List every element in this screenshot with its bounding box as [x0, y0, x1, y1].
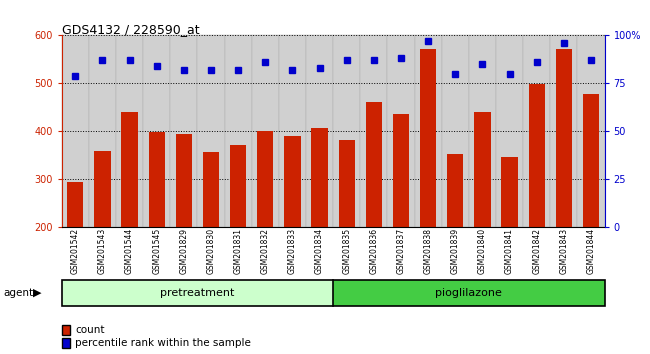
- Bar: [501, 157, 517, 227]
- FancyBboxPatch shape: [306, 35, 333, 227]
- FancyBboxPatch shape: [415, 35, 442, 227]
- Bar: [366, 102, 382, 227]
- Text: ▶: ▶: [33, 288, 42, 298]
- Text: pioglilazone: pioglilazone: [436, 288, 502, 298]
- Bar: [94, 151, 111, 227]
- FancyBboxPatch shape: [89, 35, 116, 227]
- FancyBboxPatch shape: [523, 35, 550, 227]
- FancyBboxPatch shape: [469, 35, 496, 227]
- Bar: [257, 131, 274, 227]
- FancyBboxPatch shape: [550, 35, 577, 227]
- Bar: [311, 128, 328, 227]
- FancyBboxPatch shape: [577, 35, 605, 227]
- Text: percentile rank within the sample: percentile rank within the sample: [75, 338, 252, 348]
- Text: count: count: [75, 325, 105, 335]
- Bar: [67, 182, 83, 227]
- Bar: [284, 136, 300, 227]
- Bar: [528, 84, 545, 227]
- FancyBboxPatch shape: [279, 35, 306, 227]
- Bar: [393, 114, 409, 227]
- Text: agent: agent: [3, 288, 33, 298]
- FancyBboxPatch shape: [252, 35, 279, 227]
- Bar: [474, 112, 491, 227]
- Bar: [230, 145, 246, 227]
- FancyBboxPatch shape: [496, 35, 523, 227]
- Bar: [122, 112, 138, 227]
- Bar: [149, 132, 165, 227]
- FancyBboxPatch shape: [360, 35, 387, 227]
- FancyBboxPatch shape: [442, 35, 469, 227]
- Bar: [203, 153, 219, 227]
- Bar: [556, 49, 572, 227]
- Bar: [420, 49, 436, 227]
- Text: GDS4132 / 228590_at: GDS4132 / 228590_at: [62, 23, 200, 36]
- Bar: [339, 139, 355, 227]
- FancyBboxPatch shape: [198, 35, 225, 227]
- FancyBboxPatch shape: [116, 35, 143, 227]
- FancyBboxPatch shape: [170, 35, 198, 227]
- Bar: [176, 134, 192, 227]
- Bar: [447, 154, 463, 227]
- Text: pretreatment: pretreatment: [161, 288, 235, 298]
- FancyBboxPatch shape: [333, 35, 360, 227]
- FancyBboxPatch shape: [62, 35, 89, 227]
- FancyBboxPatch shape: [143, 35, 170, 227]
- FancyBboxPatch shape: [387, 35, 415, 227]
- Bar: [583, 94, 599, 227]
- FancyBboxPatch shape: [225, 35, 252, 227]
